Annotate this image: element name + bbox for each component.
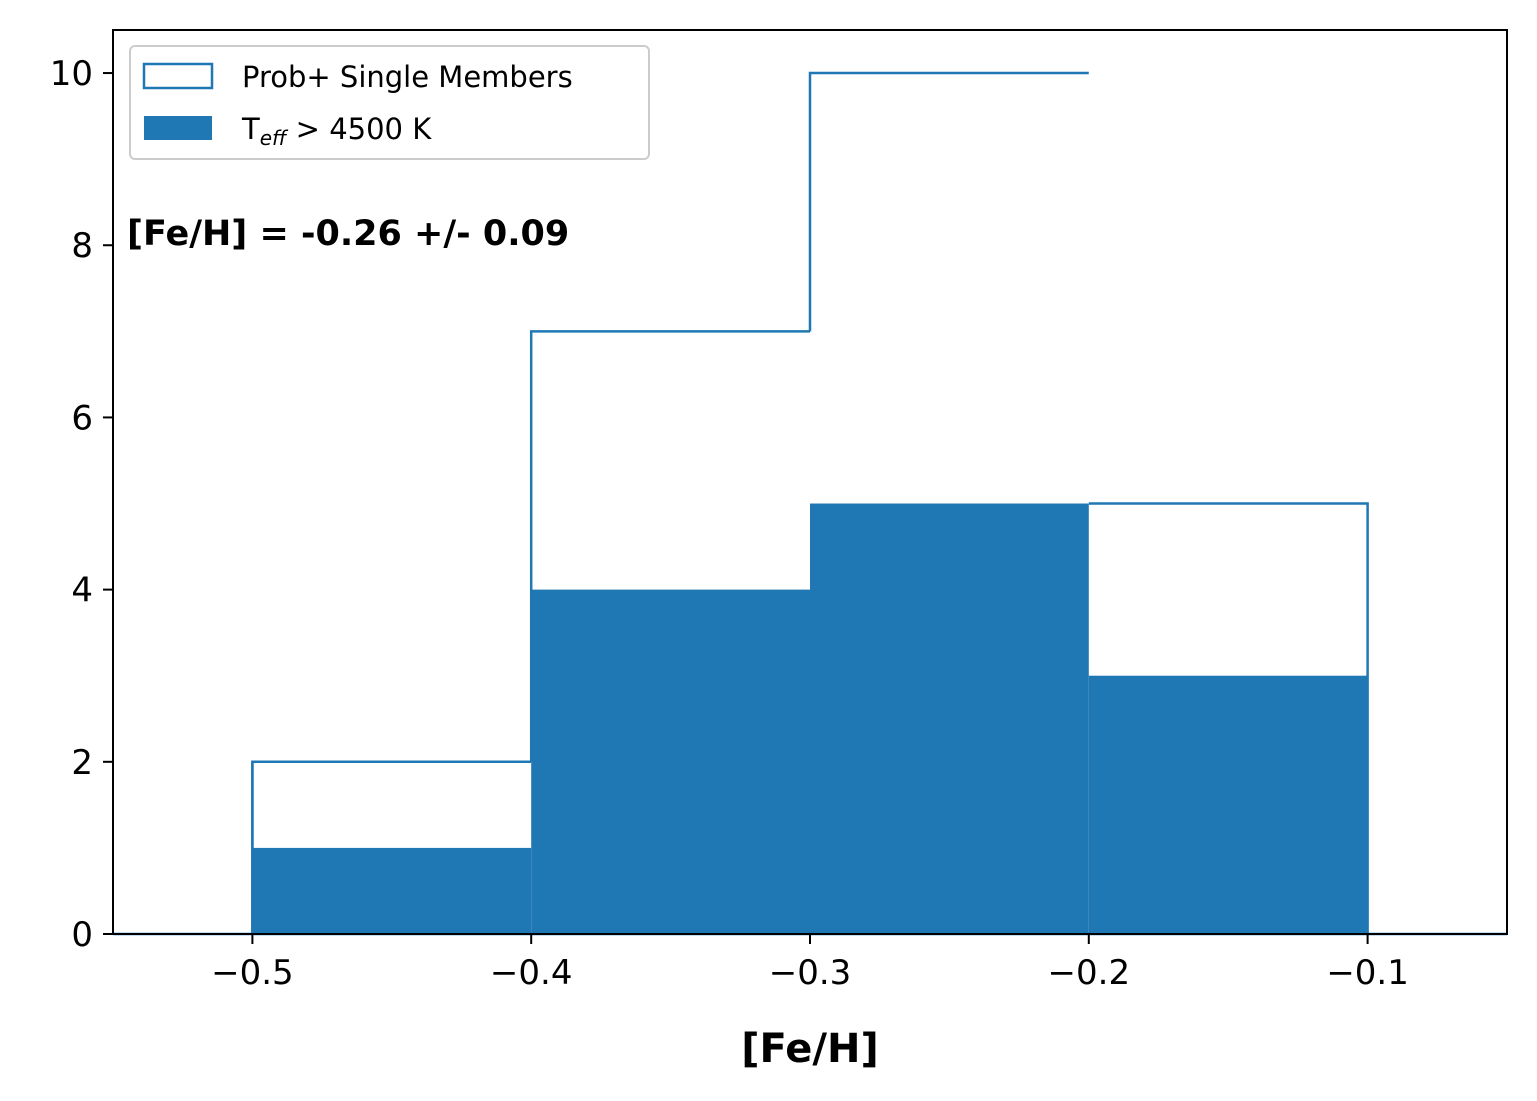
y-tick-label: 8 (71, 226, 93, 266)
x-tick-label: −0.3 (769, 953, 852, 993)
y-tick-label: 2 (71, 743, 93, 783)
y-axis-ticks: 0 2 4 6 8 10 (50, 54, 113, 955)
legend-label-filled-rest: > 4500 K (286, 112, 432, 146)
legend-box (129, 45, 650, 160)
legend-label-filled: Teff > 4500 K (241, 112, 432, 150)
legend-label-step: Prob+ Single Members (242, 60, 573, 94)
filled-bar (810, 503, 1089, 934)
x-tick-label: −0.2 (1048, 953, 1131, 993)
y-tick-label: 4 (71, 571, 93, 611)
filled-bar (252, 847, 532, 934)
filled-bars-group (252, 503, 1368, 934)
legend-label-filled-main: T (241, 112, 260, 146)
x-tick-label: −0.4 (490, 953, 573, 993)
filled-bar (1088, 675, 1368, 934)
y-tick-label: 6 (71, 398, 93, 438)
y-tick-label: 10 (50, 54, 93, 94)
legend-swatch-step (142, 62, 214, 90)
legend: Prob+ Single Members Teff > 4500 K (129, 45, 650, 160)
legend-label-filled-sub: eff (260, 126, 289, 150)
metallicity-annotation: [Fe/H] = -0.26 +/- 0.09 (127, 214, 569, 254)
x-axis-title: [Fe/H] (741, 1026, 878, 1072)
x-axis-ticks: −0.5 −0.4 −0.3 −0.2 −0.1 (211, 934, 1409, 993)
step-bar (529, 330, 810, 762)
filled-bar (531, 589, 810, 934)
step-bar (1088, 502, 1369, 934)
legend-swatch-filled (144, 116, 212, 140)
step-bar (808, 71, 1089, 332)
y-tick-label: 0 (71, 915, 93, 955)
x-tick-label: −0.5 (211, 953, 294, 993)
x-tick-label: −0.1 (1326, 953, 1409, 993)
